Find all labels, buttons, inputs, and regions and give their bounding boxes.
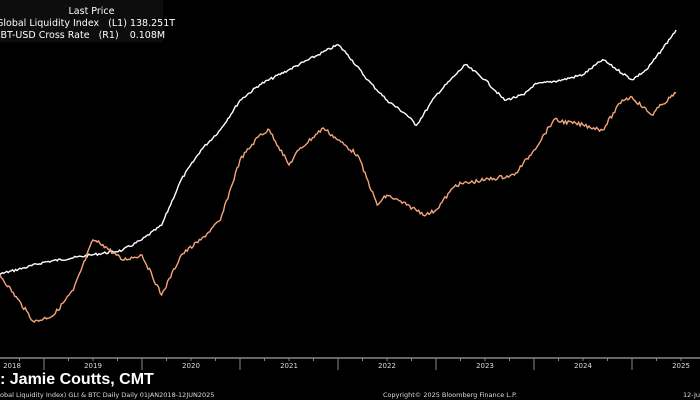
author-credit: : Jamie Coutts, CMT xyxy=(0,371,154,388)
x-tick-label: 2019 xyxy=(84,362,102,370)
btc-series-line xyxy=(0,91,677,323)
chart-description: obal Liquidity Index) GLI & BTC Daily Da… xyxy=(0,391,215,399)
legend-entry-btc: XBT-USD Cross Rate (R1) 0.108M xyxy=(0,30,166,42)
x-tick-label: 2022 xyxy=(378,362,396,370)
legend-axis: (L1) xyxy=(108,18,127,29)
footer-date: 12-Ju xyxy=(683,391,700,399)
legend-value: 138.251T xyxy=(129,18,176,29)
x-tick-label: 2021 xyxy=(280,362,298,370)
x-tick-label: 2020 xyxy=(182,362,200,370)
legend-name: XBT-USD Cross Rate xyxy=(0,30,90,41)
x-tick-label: 2024 xyxy=(574,362,592,370)
legend-name: Global Liquidity Index xyxy=(0,18,100,29)
legend: Last Price Global Liquidity Index (L1) 1… xyxy=(0,0,175,42)
legend-entry-gli: Global Liquidity Index (L1) 138.251T xyxy=(0,18,175,30)
legend-title: Last Price xyxy=(68,6,115,17)
gli-series-line xyxy=(0,29,677,276)
legend-axis: (R1) xyxy=(98,30,119,41)
copyright: Copyright© 2025 Bloomberg Finance L.P. xyxy=(383,391,517,399)
legend-value: 0.108M xyxy=(129,30,166,41)
x-tick-label: 2023 xyxy=(476,362,494,370)
x-tick-label: 2018 xyxy=(3,362,21,370)
x-tick-label: 2025 xyxy=(672,362,690,370)
